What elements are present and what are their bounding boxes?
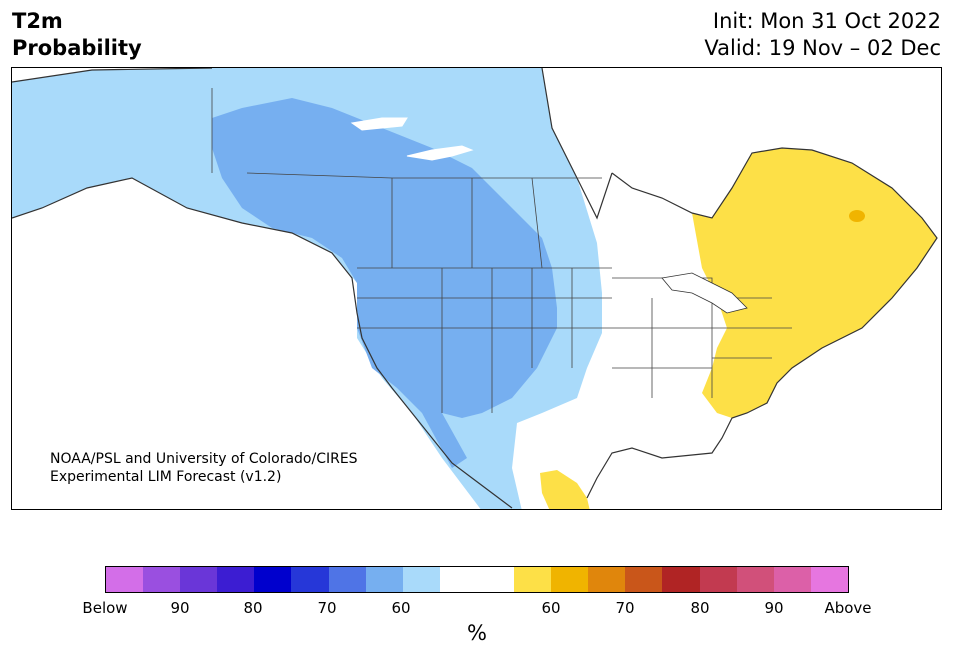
colorbar-segment [810,567,848,592]
colorbar-segment [551,567,589,592]
title-line-2: Probability [12,36,142,60]
forecast-dates: Init: Mon 31 Oct 2022 Valid: 19 Nov – 02… [704,8,941,62]
colorbar-segment [514,567,552,592]
colorbar-segment [773,567,811,592]
colorbar-segment [217,567,255,592]
colorbar-label: 60 [391,599,411,617]
colorbar-label: 70 [615,599,635,617]
colorbar-segment [143,567,181,592]
coastlines [12,68,938,509]
map-svg [12,68,938,509]
credit-line-1: NOAA/PSL and University of Colorado/CIRE… [50,451,358,467]
above-normal-region [692,148,937,418]
lake-1 [350,117,408,131]
map-title: T2m Probability [12,8,142,62]
above-normal-mexico-region [540,470,590,509]
great-lakes [661,272,748,314]
colorbar-label: 90 [764,599,784,617]
lake-2 [406,145,474,161]
colorbar-segment [180,567,218,592]
colorbar-segment [736,567,774,592]
colorbar-segment [439,567,477,592]
credit-text: NOAA/PSL and University of Colorado/CIRE… [50,450,358,486]
valid-date: Valid: 19 Nov – 02 Dec [704,36,941,60]
colorbar-label: 90 [170,599,190,617]
title-line-1: T2m [12,9,63,33]
colorbar-label: 80 [690,599,710,617]
colorbar-segment [662,567,700,592]
below-normal-mid-region [212,98,557,468]
colorbar-segment [106,567,144,592]
colorbar-segment [625,567,663,592]
colorbar-segment [476,567,515,592]
colorbar-segment [699,567,737,592]
political-borders [211,88,792,413]
colorbar-segment [588,567,626,592]
colorbar-segment [254,567,292,592]
colorbar-segment [365,567,403,592]
colorbar-label: 60 [541,599,561,617]
colorbar-label: 80 [243,599,263,617]
colorbar-segment [291,567,329,592]
above-normal-dark-spot [849,210,865,222]
colorbar-label: 70 [317,599,337,617]
credit-line-2: Experimental LIM Forecast (v1.2) [50,469,282,485]
colorbar-segment [328,567,366,592]
colorbar-label: Below [82,599,128,617]
colorbar [105,566,849,593]
forecast-map: NOAA/PSL and University of Colorado/CIRE… [11,67,942,510]
colorbar-segment [402,567,440,592]
init-date: Init: Mon 31 Oct 2022 [712,9,941,33]
colorbar-label: Above [824,599,872,617]
colorbar-unit: % [467,621,487,645]
